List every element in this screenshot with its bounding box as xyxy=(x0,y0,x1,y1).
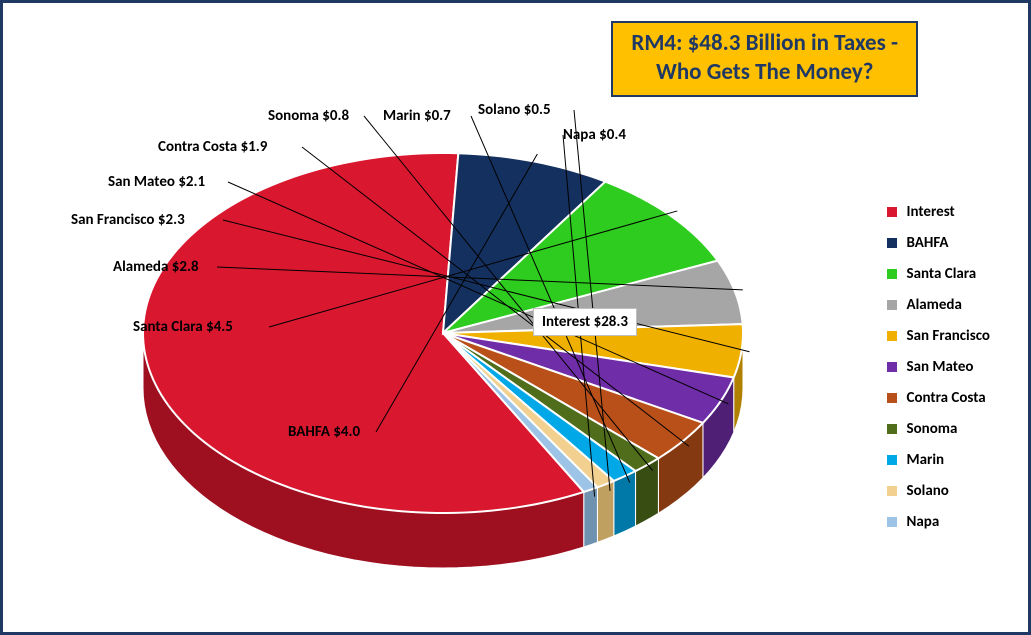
legend-swatch xyxy=(887,517,897,527)
chart-frame: RM4: $48.3 Billion in Taxes - Who Gets T… xyxy=(0,0,1031,635)
legend-label: Napa xyxy=(907,513,940,531)
chart-title-line1: RM4: $48.3 Billion in Taxes - xyxy=(631,29,898,58)
legend-label: Alameda xyxy=(907,296,962,314)
legend-swatch xyxy=(887,455,897,465)
slice-label: Santa Clara $4.5 xyxy=(133,318,233,336)
pie-svg xyxy=(33,73,853,613)
legend-swatch xyxy=(887,331,897,341)
pie-chart: Interest $28.3 BAHFA $4.0 Santa Clara $4.5… xyxy=(33,73,853,613)
slice-label: San Francisco $2.3 xyxy=(71,211,185,229)
slice-label: Contra Costa $1.9 xyxy=(158,138,267,156)
slice-label: Napa $0.4 xyxy=(563,126,626,144)
legend-item: Sonoma xyxy=(887,420,991,438)
legend-item: Santa Clara xyxy=(887,265,991,283)
legend-label: Santa Clara xyxy=(907,265,977,283)
legend-swatch xyxy=(887,269,897,279)
legend-swatch xyxy=(887,362,897,372)
slice-label: Solano $0.5 xyxy=(478,101,551,119)
legend-label: Interest xyxy=(907,203,955,221)
legend-swatch xyxy=(887,238,897,248)
legend-label: Contra Costa xyxy=(907,389,986,407)
legend-swatch xyxy=(887,393,897,403)
legend-item: Alameda xyxy=(887,296,991,314)
legend-swatch xyxy=(887,486,897,496)
legend-item: Marin xyxy=(887,451,991,469)
slice-label: Interest $28.3 xyxy=(533,308,637,336)
legend-swatch xyxy=(887,300,897,310)
legend-label: Solano xyxy=(907,482,949,500)
slice-label: Marin $0.7 xyxy=(383,107,451,125)
legend-item: San Francisco xyxy=(887,327,991,345)
legend-item: Interest xyxy=(887,203,991,221)
legend-label: San Mateo xyxy=(907,358,974,376)
legend-item: BAHFA xyxy=(887,234,991,252)
legend-label: San Francisco xyxy=(907,327,991,345)
legend-label: Marin xyxy=(907,451,945,469)
legend-item: Solano xyxy=(887,482,991,500)
legend-label: Sonoma xyxy=(907,420,958,438)
slice-label: San Mateo $2.1 xyxy=(108,173,205,191)
legend-item: Napa xyxy=(887,513,991,531)
legend-swatch xyxy=(887,207,897,217)
slice-label: Sonoma $0.8 xyxy=(268,107,349,125)
legend-label: BAHFA xyxy=(907,234,949,252)
legend-item: San Mateo xyxy=(887,358,991,376)
legend-swatch xyxy=(887,424,897,434)
slice-label: Alameda $2.8 xyxy=(113,258,199,276)
legend-item: Contra Costa xyxy=(887,389,991,407)
legend: Interest BAHFA Santa Clara Alameda San Franc… xyxy=(887,203,991,544)
slice-label: BAHFA $4.0 xyxy=(288,423,360,441)
